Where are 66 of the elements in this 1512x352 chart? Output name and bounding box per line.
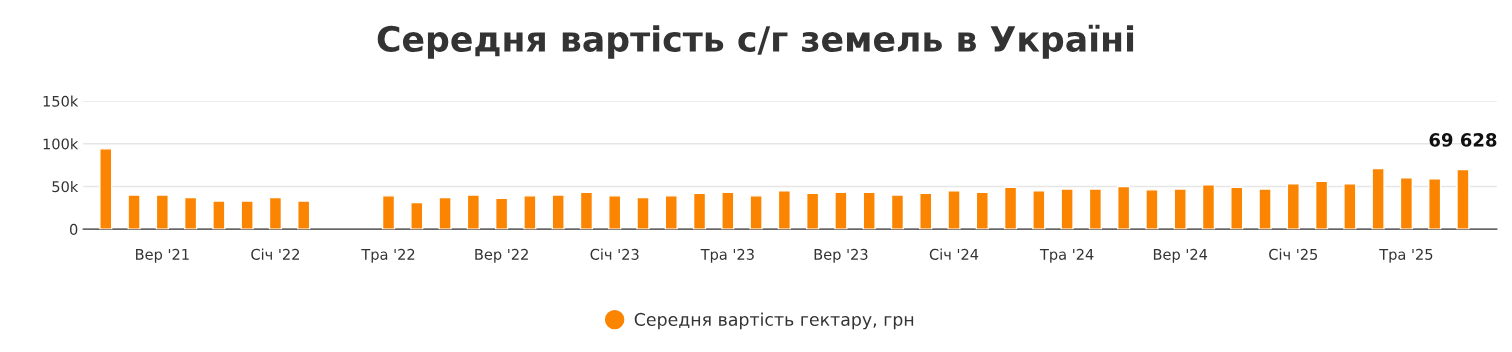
data-label: 69 628 — [1429, 133, 1497, 147]
bar — [99, 148, 113, 230]
bar — [862, 191, 876, 230]
bar — [240, 200, 254, 230]
bar — [466, 194, 480, 230]
bar — [834, 191, 848, 230]
bar — [268, 196, 283, 230]
legend-label: Середня вартість гектару, грн — [634, 312, 914, 330]
bar — [664, 195, 678, 230]
x-tick-label: Тра '22 — [361, 248, 415, 263]
bar — [155, 194, 169, 230]
bar — [1117, 185, 1131, 230]
y-tick-label: 150k — [43, 95, 79, 107]
x-tick-label: Січ '23 — [590, 248, 639, 260]
bar — [1088, 188, 1103, 230]
bar — [1258, 188, 1272, 230]
chart-title: Середня вартість с/г земель в Україні — [377, 24, 1134, 59]
bar — [721, 191, 735, 230]
bar — [636, 196, 650, 230]
bar — [1371, 167, 1385, 230]
x-tick-label: Січ '22 — [251, 248, 299, 260]
bar — [1286, 183, 1300, 230]
x-tick-label: Тра '25 — [1379, 248, 1433, 263]
bar — [1060, 188, 1074, 230]
x-tick-label: Січ '25 — [1269, 248, 1318, 260]
bar — [692, 192, 707, 230]
bar — [381, 195, 396, 230]
bar — [1314, 180, 1329, 230]
bar — [1032, 190, 1046, 230]
x-tick-label: Вер '21 — [136, 248, 189, 263]
bar — [1145, 189, 1159, 230]
bar — [1230, 186, 1244, 230]
bar — [579, 191, 594, 230]
x-tick-label: Січ '24 — [929, 248, 979, 260]
bar — [1173, 188, 1187, 230]
y-tick-label: 0 — [69, 223, 78, 235]
bar — [975, 191, 989, 230]
bar — [212, 200, 226, 230]
bar — [494, 197, 509, 230]
bar — [1399, 177, 1414, 230]
bar — [919, 192, 933, 230]
bar — [1343, 183, 1357, 230]
x-tick-label: Тра '23 — [700, 248, 754, 263]
y-tick-label: 100k — [43, 138, 79, 150]
bar — [183, 196, 198, 230]
bar — [297, 200, 311, 230]
bar — [806, 192, 820, 230]
bar — [608, 195, 622, 230]
bar — [410, 201, 424, 230]
bar — [523, 195, 537, 230]
x-tick-label: Тра '24 — [1039, 248, 1094, 263]
bar — [890, 194, 905, 230]
bar — [777, 190, 791, 230]
bar — [1456, 168, 1470, 230]
bar — [127, 194, 141, 230]
x-tick-label: Вер '22 — [475, 248, 528, 263]
y-tick-label: 50k — [52, 180, 79, 193]
bar — [1428, 178, 1442, 230]
x-tick-label: Вер '24 — [1153, 248, 1208, 263]
bar — [749, 195, 763, 230]
bar — [438, 196, 452, 230]
bar — [1003, 186, 1018, 230]
bar — [551, 194, 565, 230]
bar — [1201, 184, 1216, 230]
bar — [947, 190, 961, 230]
x-tick-label: Вер '23 — [814, 248, 868, 263]
